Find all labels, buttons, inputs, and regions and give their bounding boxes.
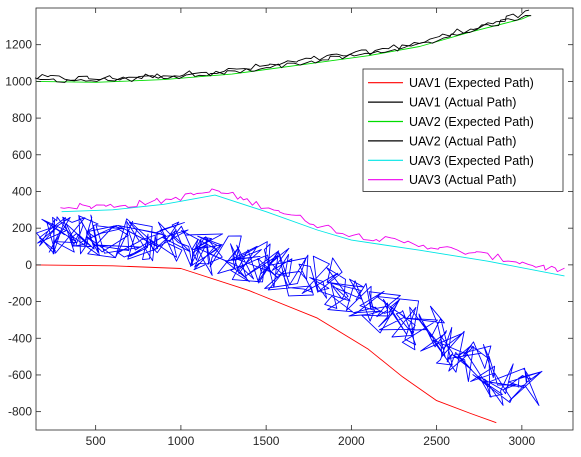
y-tick-label: 400 <box>12 184 32 198</box>
legend: UAV1 (Expected Path) UAV1 (Actual Path) UA… <box>362 68 564 192</box>
series-layer <box>34 9 565 424</box>
y-tick-label: 800 <box>12 111 32 125</box>
x-tick-label: 3000 <box>509 434 536 448</box>
y-tick-label: -200 <box>8 295 32 309</box>
axes-layer: 500 1000 1500 2000 2500 3000 -800 -600 -400 -200 0… <box>5 7 574 448</box>
series-line-7 <box>36 214 543 406</box>
y-tick-label: -400 <box>8 331 32 345</box>
y-tick-label: -800 <box>8 405 32 419</box>
legend-box <box>362 68 564 192</box>
legend-label: UAV2 (Expected Path) <box>409 115 534 129</box>
series-line-2 <box>36 9 530 81</box>
x-tick-label: 500 <box>86 434 106 448</box>
y-tick-label: -600 <box>8 368 32 382</box>
x-tick-label: 1000 <box>168 434 195 448</box>
y-tick-label: 1200 <box>5 38 32 52</box>
legend-label: UAV1 (Expected Path) <box>409 76 534 90</box>
legend-label: UAV3 (Actual Path) <box>409 173 516 187</box>
legend-label: UAV3 (Expected Path) <box>409 154 534 168</box>
x-tick-label: 2500 <box>423 434 450 448</box>
x-tick-label: 2000 <box>338 434 365 448</box>
legend-label: UAV1 (Actual Path) <box>409 96 516 110</box>
series-line-5 <box>61 194 565 277</box>
axes-box <box>35 7 574 431</box>
legend-label: UAV2 (Actual Path) <box>409 134 516 148</box>
series-line-6 <box>60 188 565 273</box>
y-tick-label: 600 <box>12 148 32 162</box>
y-tick-label: 1000 <box>5 74 32 88</box>
y-tick-label: 200 <box>12 221 32 235</box>
series-line-1 <box>35 264 497 424</box>
y-tick-label: 0 <box>25 258 32 272</box>
series-line-4 <box>34 15 532 83</box>
x-tick-label: 1500 <box>253 434 280 448</box>
